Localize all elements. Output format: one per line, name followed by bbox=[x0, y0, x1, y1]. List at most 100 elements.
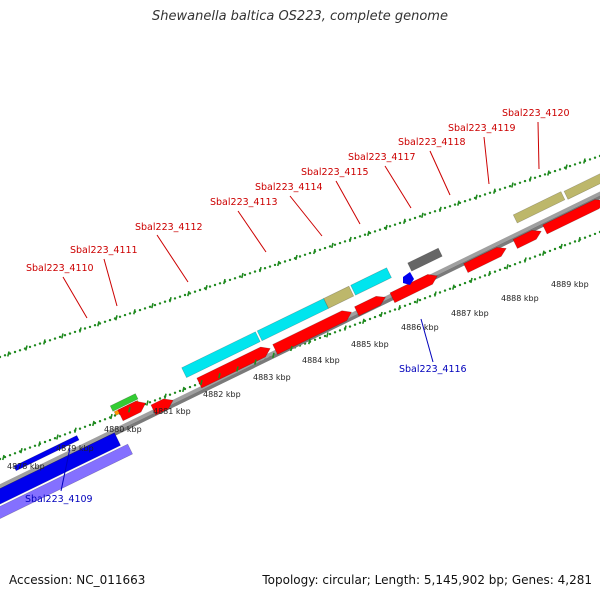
tick-dot-lower bbox=[83, 425, 87, 428]
tick-dot-lower bbox=[478, 276, 482, 279]
scale-tick-upper bbox=[547, 170, 550, 176]
gene-leader-line bbox=[384, 165, 412, 209]
tick-dot-lower bbox=[13, 452, 17, 455]
scale-tick-lower bbox=[578, 236, 581, 243]
scale-tick-upper bbox=[115, 315, 118, 321]
tick-dot-lower bbox=[88, 423, 92, 427]
tick-dot-upper bbox=[358, 235, 362, 238]
tick-dot-upper bbox=[578, 161, 582, 164]
gene-label-top: Sbal223_4118 bbox=[398, 137, 466, 148]
tick-dot-upper bbox=[558, 168, 562, 171]
scale-tick-lower bbox=[416, 298, 419, 304]
scale-tick-lower bbox=[56, 434, 59, 440]
tick-dot-upper bbox=[183, 293, 187, 297]
scale-tick-lower bbox=[164, 393, 167, 399]
tick-dot-upper bbox=[38, 342, 42, 345]
tick-dot-lower bbox=[148, 401, 152, 404]
tick-dot-lower bbox=[68, 431, 72, 434]
tick-dot-lower bbox=[58, 435, 62, 438]
tick-dot-upper bbox=[408, 218, 412, 221]
tick-dot-lower bbox=[388, 310, 392, 313]
scale-tick-upper bbox=[187, 291, 190, 297]
tick-dot-upper bbox=[108, 318, 112, 322]
tick-dot-lower bbox=[593, 232, 597, 236]
tick-dot-upper bbox=[463, 200, 467, 203]
cds-arrow bbox=[389, 274, 438, 304]
feature-olive-band bbox=[512, 191, 566, 224]
tick-dot-upper bbox=[373, 230, 377, 233]
scale-tick-lower bbox=[272, 352, 275, 358]
tick-dot-lower bbox=[423, 297, 427, 300]
tick-dot-lower bbox=[338, 329, 342, 332]
cds-arrow bbox=[463, 247, 507, 273]
scale-label: 4888 kbp bbox=[501, 294, 539, 303]
tick-dot-lower bbox=[438, 291, 442, 294]
scale-tick-lower bbox=[218, 373, 221, 379]
feature-olive-band bbox=[323, 285, 355, 309]
tick-dot-lower bbox=[483, 274, 487, 277]
tick-dot-lower bbox=[458, 283, 462, 287]
tick-dot-upper bbox=[283, 260, 287, 263]
gene-label-top: Sbal223_4111 bbox=[70, 245, 138, 256]
cds-arrow bbox=[117, 400, 147, 422]
tick-dot-lower bbox=[188, 385, 192, 389]
feature-blue-strip-shape bbox=[13, 435, 80, 472]
tick-dot-lower bbox=[568, 242, 572, 245]
scale-tick-lower bbox=[236, 366, 239, 372]
tick-dot-lower bbox=[508, 264, 512, 268]
tick-dot-upper bbox=[248, 272, 252, 275]
scale-tick-upper bbox=[25, 345, 28, 351]
feature-purple-band bbox=[0, 443, 133, 557]
scale-tick-lower bbox=[524, 257, 527, 263]
cds-arrow bbox=[196, 346, 271, 389]
tick-dot-lower bbox=[538, 253, 542, 256]
tick-dot-upper bbox=[553, 169, 557, 173]
cds-arrow bbox=[150, 398, 174, 416]
tick-dot-upper bbox=[233, 277, 237, 280]
tick-dot-upper bbox=[588, 158, 592, 161]
tick-dot-lower bbox=[563, 244, 567, 247]
tick-dot-upper bbox=[378, 228, 382, 231]
cds-arrow-shape bbox=[117, 400, 147, 422]
cds-arrow-shape bbox=[196, 346, 271, 389]
scale-label: 4889 kbp bbox=[551, 280, 589, 289]
scale-tick-upper bbox=[133, 309, 136, 315]
map-title: Shewanella baltica OS223, complete genom… bbox=[152, 9, 448, 24]
tick-dot-lower bbox=[78, 427, 82, 430]
tick-dot-lower bbox=[553, 247, 557, 251]
tick-dot-upper bbox=[93, 324, 97, 327]
scale-tick-upper bbox=[313, 248, 316, 255]
tick-dot-lower bbox=[178, 389, 182, 393]
tick-dot-upper bbox=[3, 354, 7, 357]
scale-tick-lower bbox=[92, 420, 95, 427]
tick-dot-upper bbox=[413, 216, 417, 220]
scale-tick-upper bbox=[205, 285, 208, 291]
scale-label: 4879 kbp bbox=[56, 444, 94, 453]
scale-tick-upper bbox=[565, 164, 568, 170]
tick-dot-upper bbox=[53, 337, 57, 340]
tick-dot-upper bbox=[268, 265, 272, 268]
tick-dot-upper bbox=[543, 173, 547, 176]
scale-tick-upper bbox=[421, 212, 424, 218]
scale-tick-lower bbox=[20, 448, 23, 454]
tick-dot-lower bbox=[358, 321, 362, 324]
tick-dot-lower bbox=[448, 287, 452, 290]
tick-dot-upper bbox=[523, 179, 527, 183]
tick-dot-upper bbox=[433, 210, 437, 213]
scale-tick-upper bbox=[43, 339, 46, 345]
scale-tick-lower bbox=[398, 305, 401, 311]
tick-dot-lower bbox=[53, 437, 57, 440]
tick-dot-upper bbox=[0, 355, 2, 359]
tick-dot-upper bbox=[273, 263, 277, 267]
tick-dot-upper bbox=[478, 195, 482, 198]
feature-olive-band bbox=[563, 167, 600, 200]
gene-label-bottom: Sbal223_4109 bbox=[25, 494, 93, 505]
tick-dot-lower bbox=[573, 240, 577, 243]
gene-label-top: Sbal223_4117 bbox=[348, 152, 416, 163]
tick-dot-lower bbox=[403, 304, 407, 307]
tick-dot-lower bbox=[493, 270, 497, 273]
tick-dot-lower bbox=[528, 257, 532, 260]
scale-tick-lower bbox=[146, 400, 149, 406]
gene-leader-line bbox=[429, 150, 451, 196]
